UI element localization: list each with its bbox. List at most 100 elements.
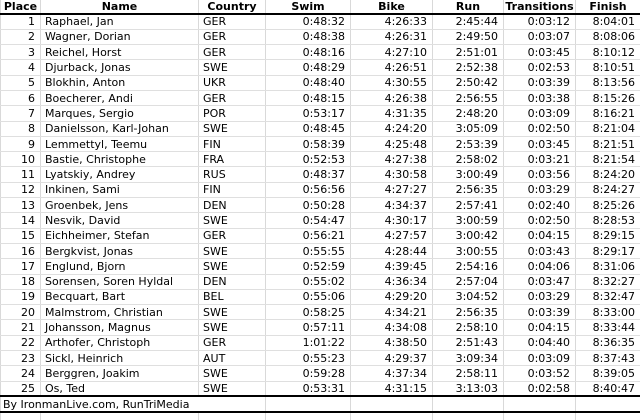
table-row: 18 Sorensen, Soren Hyldal DEN 0:55:02 4:36:3… <box>0 274 640 290</box>
cell-place: 22 <box>0 335 41 352</box>
cell-country: BEL <box>198 289 266 306</box>
cell-country: FRA <box>198 151 266 168</box>
empty-cell <box>350 412 433 420</box>
cell-place: 14 <box>0 212 41 229</box>
cell-run: 2:52:38 <box>432 59 504 76</box>
cell-swim: 0:54:47 <box>265 212 351 229</box>
cell-country: GER <box>198 14 266 30</box>
cell-run: 2:50:42 <box>432 75 504 91</box>
cell-name: Os, Ted <box>40 381 199 397</box>
cell-bike: 4:27:27 <box>350 182 433 199</box>
cell-place: 16 <box>0 243 41 260</box>
cell-swim: 0:56:21 <box>265 228 351 244</box>
cell-country: SWE <box>198 59 266 76</box>
cell-transitions: 0:03:29 <box>503 182 576 199</box>
cell-country: RUS <box>198 166 266 183</box>
cell-transitions: 0:04:06 <box>503 258 576 275</box>
column-header-bike: Bike <box>350 0 433 15</box>
cell-swim: 0:48:40 <box>265 75 351 91</box>
table-row: 23 Sickl, Heinrich AUT 0:55:23 4:29:37 3:09:3… <box>0 350 640 367</box>
cell-bike: 4:29:20 <box>350 289 433 306</box>
cell-finish: 8:33:00 <box>575 304 640 321</box>
empty-cell <box>503 395 576 414</box>
credit-text: By IronmanLive.com, RunTriMedia <box>0 395 266 414</box>
table-row: 13 Groenbek, Jens DEN 0:50:28 4:34:37 2:57:41… <box>0 197 640 214</box>
cell-finish: 8:10:12 <box>575 44 640 61</box>
table-row: 6 Boecherer, Andi GER 0:48:15 4:26:38 2:56:55… <box>0 90 640 107</box>
partial-bottom-row <box>0 412 640 420</box>
cell-country: SWE <box>198 121 266 137</box>
cell-run: 2:51:01 <box>432 44 504 61</box>
cell-bike: 4:38:50 <box>350 335 433 352</box>
cell-name: Becquart, Bart <box>40 289 199 306</box>
cell-bike: 4:27:57 <box>350 228 433 244</box>
cell-swim: 0:55:06 <box>265 289 351 306</box>
table-row: 21 Johansson, Magnus SWE 0:57:11 4:34:08 2:58… <box>0 319 640 336</box>
cell-finish: 8:37:43 <box>575 350 640 367</box>
cell-name: Reichel, Horst <box>40 44 199 61</box>
empty-cell <box>265 412 351 420</box>
column-header-finish: Finish <box>575 0 640 15</box>
cell-country: POR <box>198 105 266 122</box>
empty-cell <box>350 395 433 414</box>
table-row: 24 Berggren, Joakim SWE 0:59:28 4:37:34 2:58:… <box>0 365 640 382</box>
cell-bike: 4:36:34 <box>350 274 433 290</box>
cell-place: 3 <box>0 44 41 61</box>
cell-finish: 8:32:27 <box>575 274 640 290</box>
cell-finish: 8:16:21 <box>575 105 640 122</box>
cell-run: 2:56:55 <box>432 90 504 107</box>
cell-run: 2:45:44 <box>432 14 504 30</box>
cell-name: Arthofer, Christoph <box>40 335 199 352</box>
cell-run: 3:04:52 <box>432 289 504 306</box>
table-row: 12 Inkinen, Sami FIN 0:56:56 4:27:27 2:56:35 0… <box>0 182 640 199</box>
cell-finish: 8:36:35 <box>575 335 640 352</box>
cell-bike: 4:31:15 <box>350 381 433 397</box>
cell-finish: 8:40:47 <box>575 381 640 397</box>
cell-finish: 8:21:51 <box>575 136 640 153</box>
cell-finish: 8:32:47 <box>575 289 640 306</box>
cell-country: DEN <box>198 274 266 290</box>
cell-swim: 0:55:23 <box>265 350 351 367</box>
cell-place: 1 <box>0 14 41 30</box>
empty-cell <box>575 395 640 414</box>
cell-transitions: 0:02:40 <box>503 197 576 214</box>
cell-swim: 0:59:28 <box>265 365 351 382</box>
cell-country: DEN <box>198 197 266 214</box>
cell-bike: 4:37:34 <box>350 365 433 382</box>
cell-transitions: 0:03:39 <box>503 75 576 91</box>
cell-finish: 8:28:53 <box>575 212 640 229</box>
cell-swim: 0:48:32 <box>265 14 351 30</box>
cell-name: Djurback, Jonas <box>40 59 199 76</box>
cell-bike: 4:27:38 <box>350 151 433 168</box>
cell-country: AUT <box>198 350 266 367</box>
cell-finish: 8:29:15 <box>575 228 640 244</box>
cell-run: 3:00:42 <box>432 228 504 244</box>
cell-name: Blokhin, Anton <box>40 75 199 91</box>
cell-name: Bastie, Christophe <box>40 151 199 168</box>
cell-transitions: 0:04:40 <box>503 335 576 352</box>
cell-run: 2:49:50 <box>432 29 504 46</box>
cell-swim: 0:57:11 <box>265 319 351 336</box>
cell-country: SWE <box>198 212 266 229</box>
cell-transitions: 0:03:29 <box>503 289 576 306</box>
cell-finish: 8:31:06 <box>575 258 640 275</box>
cell-finish: 8:24:27 <box>575 182 640 199</box>
cell-bike: 4:34:08 <box>350 319 433 336</box>
column-header-place: Place <box>0 0 41 15</box>
column-header-name: Name <box>40 0 199 15</box>
empty-cell <box>575 412 640 420</box>
cell-finish: 8:15:26 <box>575 90 640 107</box>
cell-bike: 4:31:35 <box>350 105 433 122</box>
cell-name: Eichheimer, Stefan <box>40 228 199 244</box>
cell-bike: 4:30:17 <box>350 212 433 229</box>
cell-transitions: 0:02:50 <box>503 212 576 229</box>
column-header-transitions: Transitions <box>503 0 576 15</box>
cell-bike: 4:27:10 <box>350 44 433 61</box>
empty-cell <box>503 412 576 420</box>
table-header-row: Place Name Country Swim Bike Run Transitions Fi… <box>0 0 640 15</box>
cell-bike: 4:30:55 <box>350 75 433 91</box>
cell-run: 3:09:34 <box>432 350 504 367</box>
cell-run: 3:00:49 <box>432 166 504 183</box>
cell-place: 7 <box>0 105 41 122</box>
cell-transitions: 0:03:45 <box>503 136 576 153</box>
